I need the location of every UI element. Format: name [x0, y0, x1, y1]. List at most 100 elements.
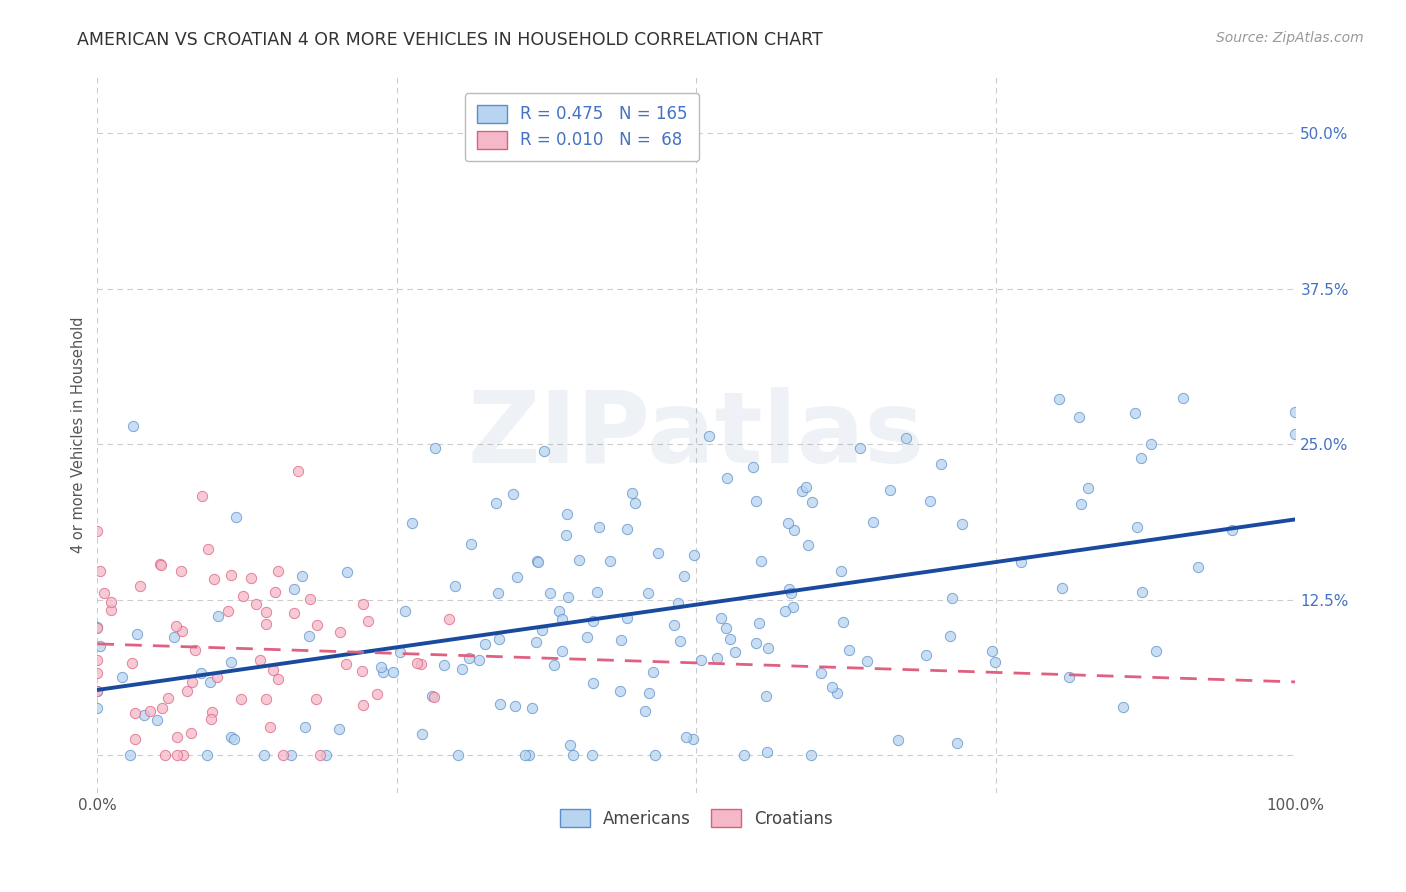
Point: [139, 704, 162, 718]
Legend: Americans, Croatians: Americans, Croatians: [553, 803, 839, 834]
Point: [180, 726, 202, 740]
Point: [914, 648, 936, 662]
Point: [488, 632, 510, 647]
Point: [624, 495, 647, 509]
Point: [920, 494, 942, 508]
Point: [637, 586, 659, 600]
Text: Source: ZipAtlas.com: Source: ZipAtlas.com: [1216, 31, 1364, 45]
Point: [862, 516, 884, 530]
Point: [662, 617, 685, 632]
Point: [447, 748, 470, 763]
Point: [502, 486, 524, 500]
Point: [647, 546, 669, 560]
Point: [554, 528, 576, 542]
Point: [124, 731, 146, 746]
Point: [197, 542, 219, 557]
Point: [184, 642, 207, 657]
Point: [849, 441, 872, 455]
Point: [202, 572, 225, 586]
Point: [411, 657, 433, 671]
Point: [190, 489, 212, 503]
Point: [423, 442, 446, 456]
Point: [1050, 581, 1073, 595]
Point: [283, 582, 305, 596]
Point: [166, 731, 188, 745]
Point: [1140, 437, 1163, 451]
Point: [335, 657, 357, 671]
Point: [93, 585, 115, 599]
Y-axis label: 4 or more Vehicles in Household: 4 or more Vehicles in Household: [72, 317, 86, 553]
Text: ZIPatlas: ZIPatlas: [468, 386, 925, 483]
Point: [132, 707, 155, 722]
Point: [157, 690, 180, 705]
Point: [86, 683, 108, 698]
Point: [240, 571, 263, 585]
Point: [371, 665, 394, 679]
Point: [821, 680, 844, 694]
Point: [86, 665, 108, 680]
Point: [280, 748, 302, 763]
Point: [941, 591, 963, 606]
Point: [254, 605, 277, 619]
Point: [745, 493, 768, 508]
Point: [800, 748, 823, 763]
Point: [86, 621, 108, 635]
Point: [437, 612, 460, 626]
Point: [946, 737, 969, 751]
Text: AMERICAN VS CROATIAN 4 OR MORE VEHICLES IN HOUSEHOLD CORRELATION CHART: AMERICAN VS CROATIAN 4 OR MORE VEHICLES …: [77, 31, 823, 49]
Point: [666, 596, 689, 610]
Point: [641, 665, 664, 679]
Point: [366, 687, 388, 701]
Point: [724, 645, 747, 659]
Point: [225, 510, 247, 524]
Point: [129, 579, 152, 593]
Point: [195, 748, 218, 763]
Point: [1130, 451, 1153, 466]
Point: [287, 464, 309, 478]
Point: [755, 745, 778, 759]
Point: [780, 586, 803, 600]
Point: [467, 653, 489, 667]
Point: [254, 617, 277, 632]
Point: [328, 722, 350, 736]
Point: [315, 748, 337, 763]
Point: [745, 636, 768, 650]
Point: [548, 604, 571, 618]
Point: [1173, 391, 1195, 405]
Point: [980, 644, 1002, 658]
Point: [1047, 392, 1070, 407]
Point: [176, 683, 198, 698]
Point: [451, 662, 474, 676]
Point: [778, 582, 800, 597]
Point: [299, 591, 322, 606]
Point: [1057, 669, 1080, 683]
Point: [200, 713, 222, 727]
Point: [1126, 520, 1149, 534]
Point: [460, 537, 482, 551]
Point: [294, 720, 316, 734]
Point: [797, 538, 820, 552]
Point: [149, 558, 172, 572]
Point: [733, 748, 755, 763]
Point: [329, 624, 352, 639]
Point: [100, 594, 122, 608]
Point: [127, 627, 149, 641]
Point: [825, 686, 848, 700]
Point: [232, 590, 254, 604]
Point: [538, 586, 561, 600]
Point: [558, 738, 581, 752]
Point: [675, 731, 697, 745]
Point: [748, 616, 770, 631]
Point: [405, 657, 427, 671]
Point: [792, 484, 814, 499]
Point: [706, 651, 728, 665]
Point: [205, 670, 228, 684]
Point: [543, 658, 565, 673]
Point: [568, 552, 591, 566]
Point: [150, 700, 173, 714]
Point: [1132, 585, 1154, 599]
Point: [110, 670, 132, 684]
Point: [254, 692, 277, 706]
Point: [576, 630, 599, 644]
Point: [610, 632, 633, 647]
